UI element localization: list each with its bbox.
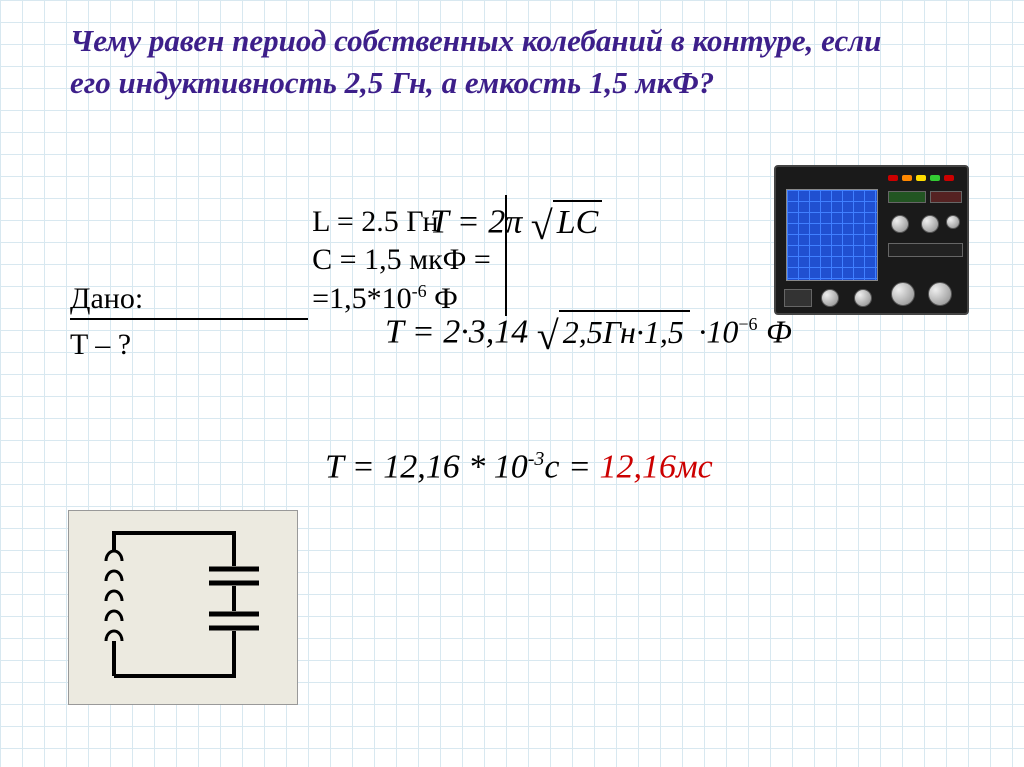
- problem-question: Чему равен период собственных колебаний …: [70, 20, 920, 104]
- oscilloscope-image: [774, 165, 969, 315]
- osc-knob-5: [854, 289, 872, 307]
- formula2-unit: Ф: [766, 313, 792, 349]
- formula1-lhs: T = 2π: [430, 203, 522, 240]
- osc-knob-3: [946, 215, 960, 229]
- osc-led-4: [930, 175, 940, 181]
- lc-circuit-svg: [69, 511, 299, 706]
- osc-led-2: [902, 175, 912, 181]
- sqrt-wrap-1: √LC: [531, 200, 603, 249]
- formula-substitution: T = 2·3,14 √2,5Гн·1,5 ·10−6 Ф: [385, 310, 792, 359]
- formula2-lhs: T = 2·3,14: [385, 313, 528, 350]
- result-lhs: T = 12,16 * 10: [325, 448, 528, 485]
- formula-thomson: T = 2π √LC: [430, 200, 602, 249]
- sqrt-sign: √: [531, 202, 553, 249]
- given-C2-exp: -6: [412, 281, 427, 301]
- osc-led-5: [944, 175, 954, 181]
- sqrt-wrap-2: √2,5Гн·1,5: [537, 310, 690, 359]
- oscilloscope-screen: [786, 189, 878, 281]
- sqrt-content-1: LC: [553, 200, 603, 242]
- formula2-mult: ·10: [698, 313, 738, 349]
- osc-led-3: [916, 175, 926, 181]
- lc-circuit-image: [68, 510, 298, 705]
- osc-knob-2: [921, 215, 939, 233]
- osc-knob-6: [891, 282, 915, 306]
- result-exp: -3: [528, 448, 545, 470]
- osc-led-1: [888, 175, 898, 181]
- osc-knob-1: [891, 215, 909, 233]
- sqrt-sign-2: √: [537, 312, 559, 359]
- sqrt-content-2: 2,5Гн·1,5: [559, 310, 690, 351]
- result-answer: 12,16мс: [599, 448, 712, 485]
- osc-panel-4: [784, 289, 812, 307]
- result-line: T = 12,16 * 10-3c = 12,16мс: [325, 448, 713, 486]
- osc-panel-3: [888, 243, 963, 257]
- osc-panel-2: [930, 191, 962, 203]
- given-label: Дано:: [70, 282, 308, 320]
- osc-knob-4: [821, 289, 839, 307]
- osc-knob-7: [928, 282, 952, 306]
- osc-panel-1: [888, 191, 926, 203]
- result-mid: c =: [544, 448, 599, 485]
- formula2-exp: −6: [738, 314, 757, 334]
